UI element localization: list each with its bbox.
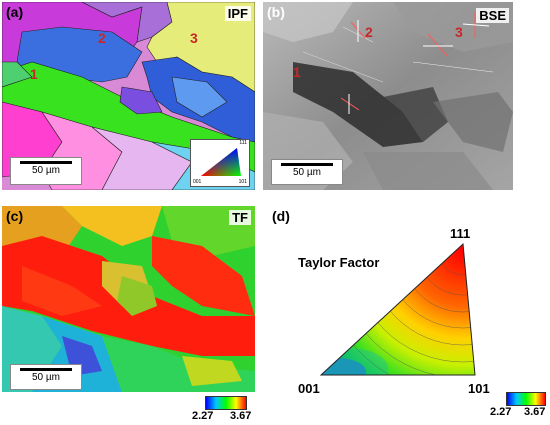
panel-b-scalebar-label: 50 µm xyxy=(293,167,321,178)
panel-c-tag: (c) xyxy=(6,208,24,224)
panel-a-grain-3: 3 xyxy=(190,30,198,46)
panel-c-colorbar-max: 3.67 xyxy=(230,410,252,422)
ipf-key-111: 111 xyxy=(239,140,247,146)
panel-a-scalebar: 50 µm xyxy=(10,157,82,185)
panel-c-scalebar-label: 50 µm xyxy=(32,372,60,383)
panel-a-ipf-map: (a) IPF 1 2 3 50 µm 111 001 101 xyxy=(2,2,255,190)
panel-d-title: Taylor Factor xyxy=(298,255,380,270)
panel-b-scalebar: 50 µm xyxy=(271,159,343,185)
panel-b-grain-3: 3 xyxy=(455,24,463,40)
taylor-factor-triangle xyxy=(319,242,476,376)
panel-a-scalebar-label: 50 µm xyxy=(32,165,60,176)
panel-d-corner-101: 101 xyxy=(468,381,490,396)
panel-d-colorbar-min: 2.27 xyxy=(490,406,512,418)
ipf-color-key: 111 001 101 xyxy=(190,139,250,187)
panel-d-colorbar xyxy=(506,392,546,406)
panel-d-colorbar-max: 3.67 xyxy=(524,406,546,418)
panel-c-scalebar: 50 µm xyxy=(10,364,82,390)
panel-a-tag: (a) xyxy=(6,4,24,20)
panel-c-tf-map: (c) TF 50 µm xyxy=(2,206,255,392)
panel-b-tag: (b) xyxy=(267,4,285,20)
panel-d-corner-001: 001 xyxy=(298,381,320,396)
panel-d-tag: (d) xyxy=(272,208,290,224)
ipf-key-101: 101 xyxy=(238,179,247,185)
panel-b-corner-label: BSE xyxy=(476,8,509,23)
tf-map-image xyxy=(2,206,255,392)
panel-d-corner-111: 111 xyxy=(450,226,471,241)
panel-c-corner-label: TF xyxy=(229,210,251,225)
panel-c-colorbar xyxy=(205,396,247,410)
panel-a-grain-1: 1 xyxy=(30,66,38,82)
panel-a-corner-label: IPF xyxy=(224,6,251,21)
panel-b-bse-image: (b) BSE 1 2 3 50 µm xyxy=(263,2,513,190)
panel-b-grain-2: 2 xyxy=(365,24,373,40)
panel-c-colorbar-min: 2.27 xyxy=(192,410,214,422)
panel-a-grain-2: 2 xyxy=(98,30,106,46)
panel-b-grain-1: 1 xyxy=(293,64,301,80)
ipf-key-001: 001 xyxy=(193,179,202,185)
